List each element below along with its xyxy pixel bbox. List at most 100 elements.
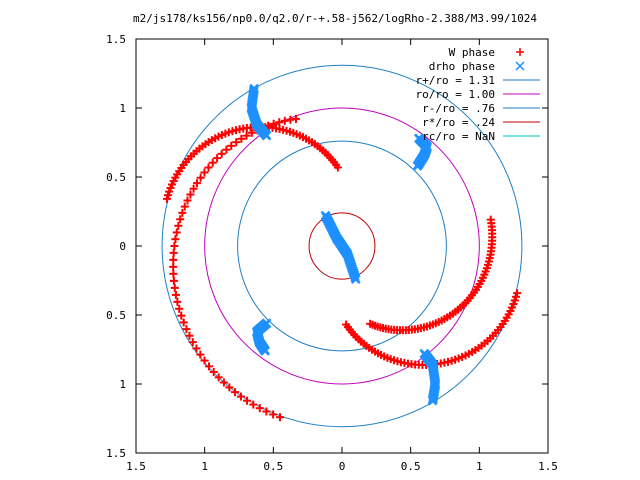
w-phase-point <box>169 269 178 278</box>
w-phase-point <box>192 344 201 353</box>
legend-label: drho phase <box>429 60 495 73</box>
drho-phase-series <box>246 83 441 406</box>
w-phase-point <box>170 283 179 292</box>
w-phase-point <box>200 168 209 177</box>
w-phase-point <box>172 228 181 237</box>
w-phase-point <box>182 325 191 334</box>
x-tick-label: 0.5 <box>401 460 421 473</box>
w-phase-point <box>219 378 228 387</box>
w-phase-point <box>255 404 264 413</box>
w-phase-point <box>243 396 252 405</box>
drho-phase-point <box>260 345 270 356</box>
w-phase-point <box>188 338 197 347</box>
drho-phase-point <box>414 133 424 144</box>
reference-circles <box>161 64 523 428</box>
y-axis-ticks: 1.5 1 0.5 0 0.5 1 1.5 <box>106 33 548 460</box>
w-phase-point <box>196 350 205 359</box>
circle-1 <box>204 107 480 385</box>
chart-title: m2/js178/ks156/np0.0/q2.0/r-+.58-j562/lo… <box>133 12 537 25</box>
legend-label: W phase <box>449 46 495 59</box>
w-phase-point <box>275 413 284 422</box>
w-phase-point <box>171 235 180 244</box>
legend-label: r+/ro = 1.31 <box>416 74 495 87</box>
w-phase-point <box>175 304 184 313</box>
legend-label: rc/ro = NaN <box>422 130 495 143</box>
w-phase-point <box>222 145 231 154</box>
w-phase-point <box>286 115 295 124</box>
drho-phase-point <box>427 395 438 406</box>
w-phase-point <box>213 154 222 163</box>
w-phase-point <box>227 141 236 150</box>
y-tick-label: 1 <box>119 378 126 391</box>
w-phase-point <box>269 410 278 419</box>
legend-marker <box>515 61 525 71</box>
y-tick-label: 0.5 <box>106 171 126 184</box>
w-phase-point <box>169 276 178 285</box>
legend-label: r-/ro = .76 <box>422 102 495 115</box>
w-phase-point <box>242 131 251 140</box>
x-tick-label: 0 <box>339 460 346 473</box>
w-phase-point <box>171 290 180 299</box>
w-phase-point <box>264 121 273 130</box>
w-phase-point <box>170 242 179 250</box>
w-phase-point <box>214 373 223 382</box>
w-phase-point <box>217 149 226 158</box>
w-phase-point <box>486 215 495 224</box>
w-phase-point <box>179 318 188 327</box>
w-phase-series <box>162 114 522 422</box>
w-phase-point <box>232 138 241 147</box>
w-phase-point <box>169 248 178 257</box>
w-phase-point <box>178 208 187 217</box>
w-phase-point <box>186 190 195 199</box>
w-phase-point <box>275 118 284 127</box>
w-phase-point <box>225 383 234 392</box>
w-phase-point <box>280 116 289 125</box>
w-phase-point <box>169 262 178 271</box>
w-phase-point <box>185 331 194 340</box>
drho-phase-point <box>350 274 361 285</box>
x-tick-label: 1.5 <box>538 460 558 473</box>
w-phase-point <box>180 202 189 211</box>
x-tick-label: 1 <box>201 460 208 473</box>
y-tick-label: 0 <box>119 240 126 253</box>
w-phase-point <box>169 255 178 264</box>
w-phase-point <box>200 356 209 365</box>
legend-label: ro/ro = 1.00 <box>416 88 495 101</box>
w-phase-point <box>176 215 185 224</box>
x-axis-ticks: 1.5 1 0.5 0 0.5 1 1.5 <box>126 39 558 473</box>
y-tick-label: 0.5 <box>106 309 126 322</box>
x-tick-label: 1.5 <box>126 460 146 473</box>
w-phase-point <box>189 184 198 193</box>
w-phase-point <box>262 407 271 416</box>
w-phase-point <box>174 221 183 230</box>
w-phase-point <box>231 388 240 397</box>
w-phase-point <box>247 128 256 137</box>
x-tick-label: 1 <box>476 460 483 473</box>
w-phase-point <box>173 297 182 306</box>
w-phase-point <box>209 367 218 376</box>
y-tick-label: 1.5 <box>106 33 126 46</box>
w-phase-point <box>196 173 205 182</box>
w-phase-point <box>162 194 171 203</box>
legend-label: r*/ro = .24 <box>422 116 495 129</box>
y-tick-label: 1.5 <box>106 447 126 460</box>
w-phase-point <box>192 179 201 188</box>
legend-marker <box>516 48 524 56</box>
drho-phase-point <box>261 130 272 141</box>
x-tick-label: 0.5 <box>263 460 283 473</box>
y-tick-label: 1 <box>119 102 126 115</box>
w-phase-point <box>269 119 278 128</box>
circle-2 <box>237 140 447 352</box>
w-phase-point <box>183 196 192 205</box>
w-phase-point <box>177 311 186 320</box>
w-phase-point <box>249 400 258 409</box>
circle-0 <box>161 64 523 428</box>
w-phase-point <box>208 158 217 167</box>
w-phase-point <box>204 362 213 371</box>
w-phase-point <box>236 392 245 401</box>
circle-3 <box>308 212 376 280</box>
w-phase-point <box>204 163 213 172</box>
w-phase-point <box>237 134 246 143</box>
